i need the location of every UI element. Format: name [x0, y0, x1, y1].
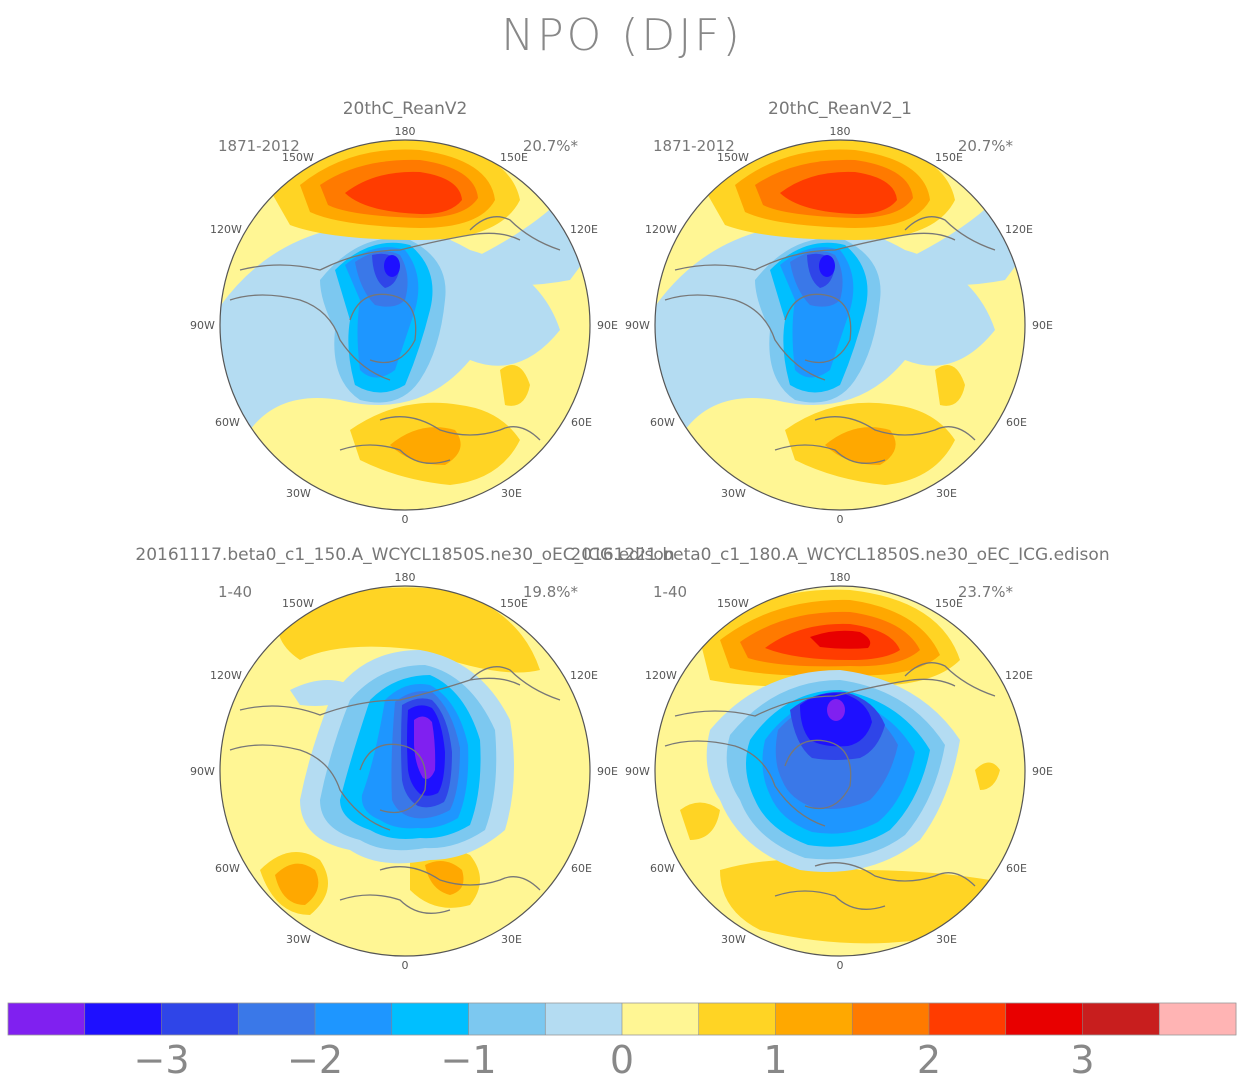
lon-label: 180 [395, 125, 416, 138]
lon-label: 120W [210, 223, 242, 236]
lon-label: 150E [500, 597, 528, 610]
panel-title: 20161221.beta0_c1_180.A_WCYCL1850S.ne30_… [570, 545, 1109, 565]
lon-label: 120W [210, 669, 242, 682]
lon-label: 120E [570, 669, 598, 682]
lon-label: 90W [625, 319, 650, 332]
lon-label: 90E [597, 765, 618, 778]
colorbar-swatch [161, 1003, 239, 1035]
lon-label: 0 [837, 513, 844, 526]
colorbar-swatch [315, 1003, 393, 1035]
lon-label: 90E [1032, 765, 1053, 778]
lon-label: 120W [645, 669, 677, 682]
lon-label: 150W [717, 151, 749, 164]
colorbar-tick-label: −2 [287, 1038, 343, 1082]
lon-label: 90E [597, 319, 618, 332]
lon-label: 30E [501, 487, 522, 500]
colorbar-swatch [238, 1003, 316, 1035]
colorbar-tick-label: 2 [917, 1038, 941, 1082]
lon-label: 30W [286, 933, 311, 946]
lon-label: 60E [571, 416, 592, 429]
lon-label: 180 [830, 125, 851, 138]
lon-label: 60W [215, 862, 240, 875]
lon-label: 180 [830, 571, 851, 584]
lon-labels: 180 150W 150E 120W 120E 90W 90E 60W 60E … [190, 571, 618, 972]
lon-label: 60E [1006, 862, 1027, 875]
panel-period: 1-40 [653, 583, 687, 601]
polar-map [655, 586, 1025, 956]
polar-map [220, 586, 590, 956]
lon-label: 120W [645, 223, 677, 236]
lon-label: 30E [936, 933, 957, 946]
lon-label: 30W [286, 487, 311, 500]
lon-label: 0 [837, 959, 844, 972]
colorbar-swatch [8, 1003, 86, 1035]
lon-label: 60E [1006, 416, 1027, 429]
lon-label: 120E [570, 223, 598, 236]
colorbar-tick-label: 3 [1070, 1038, 1094, 1082]
lon-label: 60W [215, 416, 240, 429]
colorbar-swatch [1159, 1003, 1237, 1035]
lon-label: 60W [650, 862, 675, 875]
lon-label: 30W [721, 933, 746, 946]
lon-label: 90E [1032, 319, 1053, 332]
map-panel-1: 20thC_ReanV2 1871-2012 20.7%* [190, 99, 618, 526]
panel-variance: 23.7%* [958, 583, 1014, 601]
lon-label: 120E [1005, 223, 1033, 236]
colorbar-swatch [84, 1003, 162, 1035]
lon-label: 180 [395, 571, 416, 584]
panel-period: 1-40 [218, 583, 252, 601]
lon-labels: 180 150W 150E 120W 120E 90W 90E 60W 60E … [190, 125, 618, 526]
lon-label: 120E [1005, 669, 1033, 682]
lon-label: 60E [571, 862, 592, 875]
map-panel-2: 20thC_ReanV2_1 1871-2012 20.7%* [625, 99, 1053, 526]
colorbar-swatch [775, 1003, 853, 1035]
colorbar-swatch [622, 1003, 700, 1035]
colorbar-swatch [852, 1003, 930, 1035]
polar-map [220, 140, 590, 510]
panel-title: 20thC_ReanV2 [343, 99, 468, 119]
panel-variance: 20.7%* [523, 137, 579, 155]
panel-variance: 19.8%* [523, 583, 579, 601]
colorbar-tick-label: 1 [763, 1038, 787, 1082]
colorbar-swatch [698, 1003, 776, 1035]
colorbar-swatch [545, 1003, 623, 1035]
colorbar-tick-label: −1 [440, 1038, 496, 1082]
lon-label: 150W [282, 597, 314, 610]
panel-period: 1871-2012 [218, 137, 300, 155]
lon-label: 150E [935, 151, 963, 164]
colorbar-tick-label: −3 [133, 1038, 189, 1082]
polar-map [655, 140, 1025, 510]
lon-label: 90W [190, 765, 215, 778]
lon-label: 30E [936, 487, 957, 500]
panel-title: 20thC_ReanV2_1 [768, 99, 912, 119]
lon-labels: 180 150W 150E 120W 120E 90W 90E 60W 60E … [625, 571, 1053, 972]
lon-label: 30E [501, 933, 522, 946]
colorbar: −3 −2 −1 0 1 2 3 [7, 1002, 1237, 1082]
panel-period: 1871-2012 [653, 137, 735, 155]
colorbar-swatch [1005, 1003, 1083, 1035]
map-panel-3: 1-40 19.8%* [190, 571, 618, 972]
lon-label: 90W [190, 319, 215, 332]
colorbar-tick-label: 0 [610, 1038, 634, 1082]
lon-label: 0 [402, 959, 409, 972]
lon-label: 90W [625, 765, 650, 778]
lon-labels: 180 150W 150E 120W 120E 90W 90E 60W 60E … [625, 125, 1053, 526]
colorbar-swatch [1082, 1003, 1160, 1035]
lon-label: 150E [935, 597, 963, 610]
figure-title: NPO (DJF) [501, 10, 743, 61]
lon-label: 0 [402, 513, 409, 526]
lon-label: 150W [282, 151, 314, 164]
lon-label: 150E [500, 151, 528, 164]
lon-label: 30W [721, 487, 746, 500]
panel-variance: 20.7%* [958, 137, 1014, 155]
map-panel-4: 1-40 23.7%* [625, 571, 1053, 972]
colorbar-swatch [391, 1003, 469, 1035]
colorbar-swatch [468, 1003, 546, 1035]
colorbar-swatch [929, 1003, 1007, 1035]
lon-label: 150W [717, 597, 749, 610]
panel-title: 20161117.beta0_c1_150.A_WCYCL1850S.ne30_… [135, 545, 674, 565]
lon-label: 60W [650, 416, 675, 429]
